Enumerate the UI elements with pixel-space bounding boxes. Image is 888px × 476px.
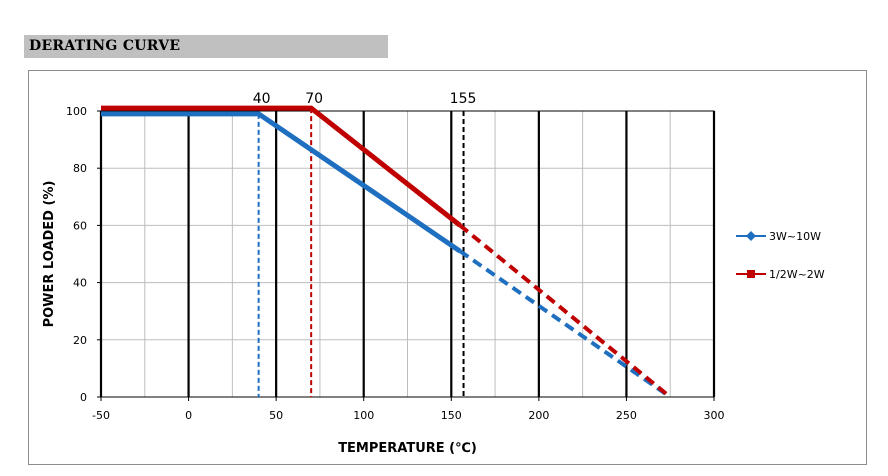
x-tick-label: 200 — [528, 409, 549, 422]
legend-marker-half-2w — [747, 270, 755, 278]
derating-chart: 0 20 40 60 80 100 -50 0 50 100 150 200 250 300 TEMPERA… — [42, 91, 825, 456]
x-tick-label: 100 — [353, 409, 374, 422]
series-line-dashed-3w-10w — [458, 249, 672, 399]
section-header: DERATING CURVE — [24, 35, 388, 58]
x-tick-label: 150 — [441, 409, 462, 422]
series-line-dashed-half-2w — [458, 223, 672, 399]
x-axis-title: TEMPERATURE (℃) — [338, 441, 477, 456]
y-tick-label: 80 — [73, 162, 87, 175]
marker-label-40: 40 — [253, 91, 271, 107]
y-tick-label: 0 — [80, 391, 87, 404]
marker-label-70: 70 — [305, 91, 323, 107]
y-tick-label: 40 — [73, 277, 87, 290]
series-line-3w-10w — [101, 111, 462, 254]
x-tick-label: -50 — [92, 409, 110, 422]
legend-marker-3w-10w — [746, 231, 756, 241]
series-line-half-2w — [101, 105, 462, 228]
marker-label-155: 155 — [450, 91, 477, 107]
y-tick-label: 60 — [73, 219, 87, 232]
legend-label-3w-10w: 3W~10W — [769, 230, 821, 243]
chart-frame: 0 20 40 60 80 100 -50 0 50 100 150 200 250 300 TEMPERA… — [28, 70, 867, 465]
legend-label-half-2w: 1/2W~2W — [769, 268, 825, 281]
x-tick-label: 250 — [616, 409, 637, 422]
x-tick-label: 300 — [704, 409, 725, 422]
y-tick-label: 20 — [73, 334, 87, 347]
section-title: DERATING CURVE — [29, 38, 181, 54]
plot-area-border — [100, 110, 715, 398]
x-tick-label: 50 — [269, 409, 283, 422]
y-tick-label: 100 — [66, 105, 87, 118]
y-axis-title: POWER LOADED (%) — [42, 181, 57, 328]
x-tick-label: 0 — [185, 409, 192, 422]
